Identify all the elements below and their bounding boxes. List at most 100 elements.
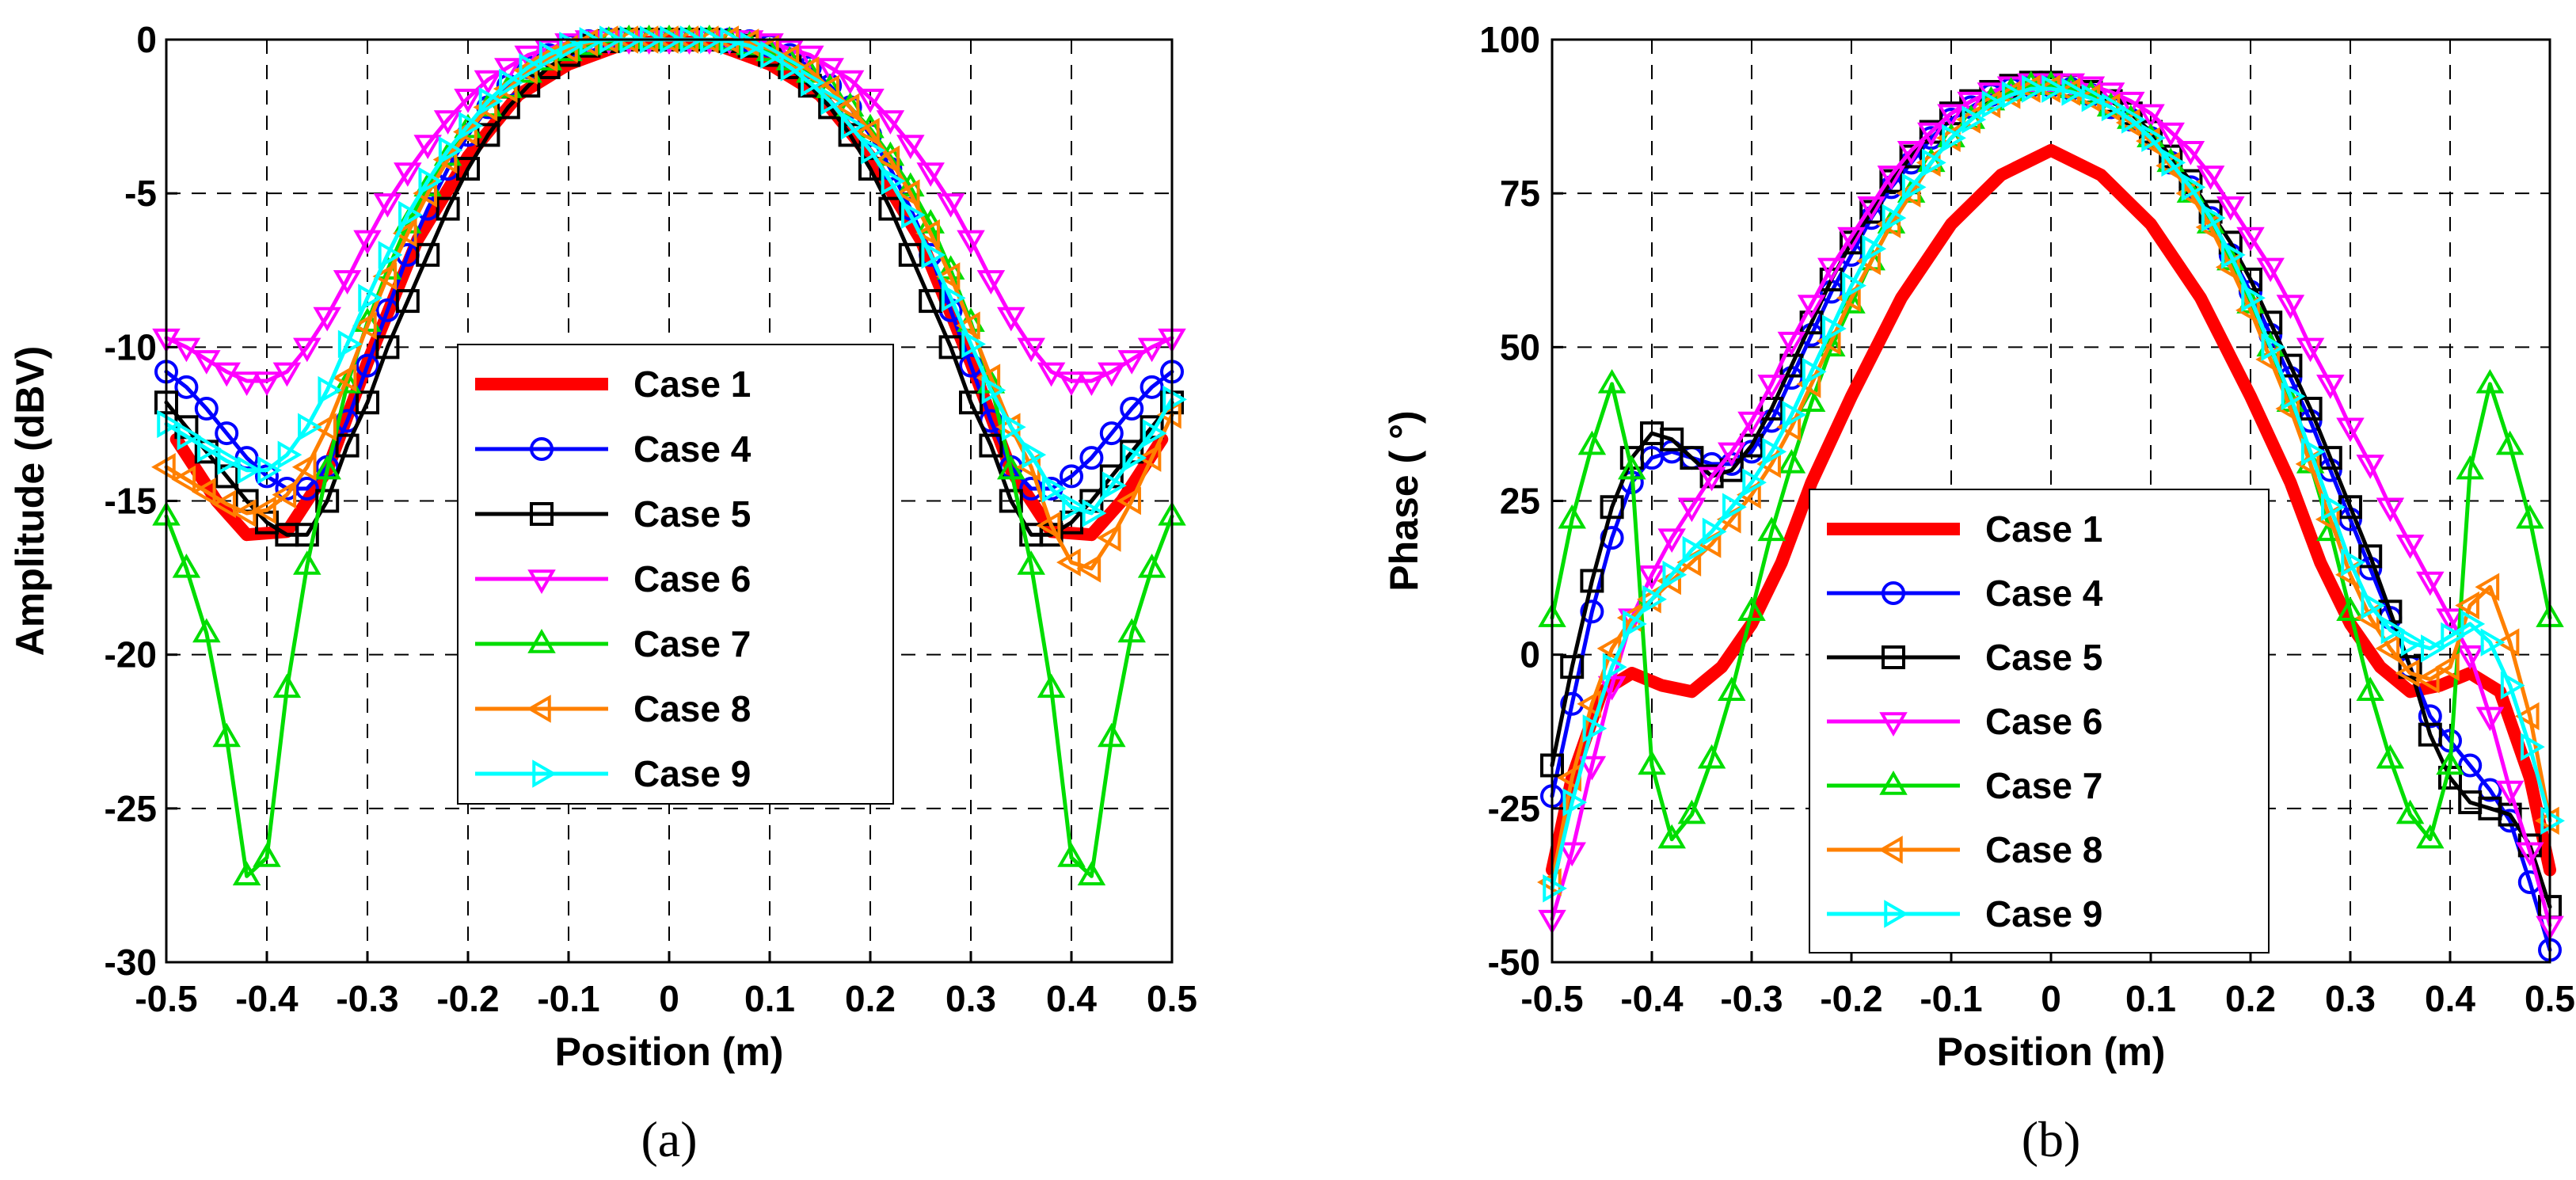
legend-marker (1882, 581, 1905, 605)
data-point (1697, 744, 1726, 769)
data-point (456, 157, 480, 181)
data-point (2276, 295, 2305, 319)
data-point (1057, 843, 1086, 867)
data-point (1022, 440, 1047, 470)
data-point (312, 413, 337, 442)
legend-label: Case 7 (1985, 765, 2102, 806)
data-point (335, 433, 360, 458)
data-point (2416, 571, 2445, 596)
data-point (1077, 861, 1106, 886)
data-point (174, 375, 199, 399)
data-point (981, 375, 1006, 405)
legend: Case 1 Case 4 Case 5 Case 6 Case 7 Case 8 Case… (1809, 489, 2270, 954)
data-point (1036, 511, 1061, 540)
data-point (2176, 141, 2205, 166)
series-group (1537, 70, 2565, 962)
data-point (1142, 419, 1167, 447)
data-point (356, 353, 379, 378)
data-point (1558, 842, 1586, 867)
data-point (436, 196, 460, 221)
data-point (172, 337, 201, 363)
data-point (898, 242, 923, 267)
data-point (318, 375, 343, 405)
y-tick-label: -20 (105, 634, 157, 676)
data-point (835, 70, 865, 95)
data-point (2460, 610, 2486, 638)
data-point (2321, 493, 2346, 522)
data-point (1657, 824, 1686, 849)
data-point (2398, 655, 2422, 679)
data-point (478, 86, 504, 116)
legend-label: Case 5 (634, 493, 751, 535)
x-axis-label: Position (m) (555, 1030, 784, 1074)
data-point (1017, 337, 1045, 363)
data-point (398, 200, 423, 230)
data-point (232, 371, 261, 396)
data-point (1002, 413, 1026, 442)
data-point (855, 117, 880, 147)
data-point (2201, 204, 2226, 233)
data-point (1879, 169, 1904, 193)
data-point (775, 39, 805, 64)
data-point (1897, 141, 1926, 166)
data-point (1098, 722, 1126, 748)
data-point (212, 362, 241, 387)
data-point (2156, 122, 2185, 147)
data-point (2441, 622, 2465, 651)
x-tick-label: -0.4 (235, 978, 299, 1019)
data-point (211, 489, 236, 519)
data-point (1917, 122, 1946, 147)
data-point (538, 40, 564, 70)
x-tick-label: -0.2 (1820, 978, 1882, 1019)
data-point (392, 219, 417, 248)
y-tick-label: 0 (1520, 634, 1540, 676)
x-tick-label: -0.1 (537, 978, 599, 1019)
data-point (255, 464, 279, 489)
data-point (1657, 528, 1686, 554)
data-point (1882, 204, 1907, 233)
data-point (191, 478, 216, 506)
data-point (332, 364, 357, 392)
data-point (2540, 806, 2565, 836)
data-point (298, 413, 322, 442)
data-point (901, 200, 926, 230)
data-point (1577, 430, 1607, 455)
data-point (1117, 486, 1141, 516)
x-tick-label: 0.2 (845, 978, 896, 1019)
data-point (1916, 148, 1941, 177)
legend-label: Case 1 (634, 364, 751, 405)
data-point (1757, 516, 1786, 542)
data-point (916, 162, 945, 187)
data-point (378, 241, 403, 269)
data-point (1056, 548, 1081, 577)
data-point (2495, 780, 2525, 805)
data-point (2318, 446, 2342, 470)
data-point (1742, 468, 1767, 497)
data-point (2076, 84, 2101, 112)
data-point (352, 311, 377, 340)
data-point (2061, 78, 2087, 106)
data-point (315, 489, 340, 513)
x-tick-label: 0.4 (2425, 978, 2475, 1019)
legend-label: Case 8 (1985, 829, 2102, 870)
y-tick-label: -10 (105, 326, 157, 367)
data-point (1697, 466, 1726, 492)
data-point (1797, 295, 1826, 319)
data-point (1680, 446, 1704, 470)
legend-marker (1878, 836, 1903, 864)
data-point (780, 53, 805, 82)
data-point (936, 193, 965, 218)
data-point (2395, 659, 2420, 687)
legend-marker (1879, 771, 1908, 795)
y-tick-label: 0 (136, 19, 157, 60)
data-point (494, 58, 523, 82)
data-point (1062, 493, 1086, 522)
data-point (959, 390, 983, 415)
data-point (395, 289, 420, 314)
data-point (938, 335, 963, 360)
data-point (337, 329, 363, 359)
x-tick-label: 0.5 (2525, 978, 2575, 1019)
x-tick-label: 0.3 (946, 978, 996, 1019)
data-point (2041, 74, 2066, 103)
data-point (1638, 750, 1666, 775)
